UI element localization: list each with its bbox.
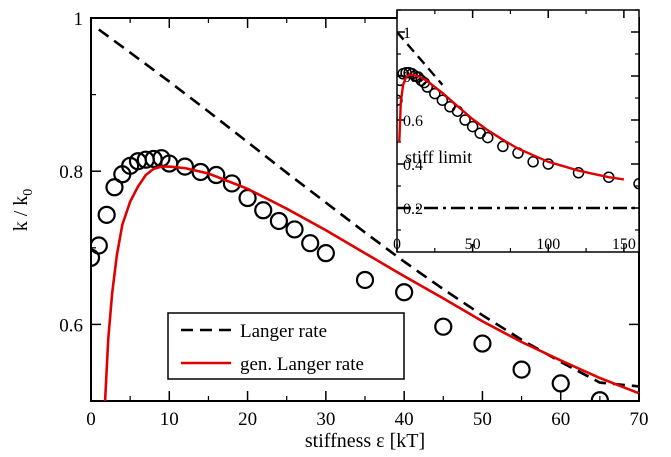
main-x-tick-label: 30 [316,409,335,430]
main-x-tick-label: 10 [160,409,179,430]
inset-data-point [527,156,539,168]
main-y-tick-label: 0.8 [59,162,83,183]
inset-data-point [466,120,479,133]
y-axis-title-main: k / k [10,196,32,232]
y-axis-title-subscript: 0 [21,189,36,196]
main-data-point [207,165,226,185]
main-y-tick-label: 0.6 [59,315,83,336]
inset-y-tick-label: 0.2 [403,201,423,218]
main-x-tick-label: 60 [551,409,570,430]
inset-x-tick-label: 0 [393,236,401,253]
legend: Langer rate gen. Langer rate [167,312,405,380]
main-data-point [222,174,242,193]
legend-box [167,312,405,380]
main-x-tick-label: 40 [395,409,414,430]
inset-data-point [459,114,471,126]
x-axis-title: stiffness ε [kT] [305,430,425,452]
main-data-point [551,374,570,393]
legend-label-gen-langer: gen. Langer rate [240,354,364,375]
inset-y-tick-label: 0.4 [403,157,423,174]
main-data-point [254,201,273,220]
inset-data-point [633,178,639,190]
main-gen-langer-rate-line [103,165,639,401]
inset-data-point [429,87,441,100]
inset-data-point [497,140,509,153]
main-data-point [97,205,116,224]
main-data-point [512,360,531,379]
legend-label-langer: Langer rate [240,321,327,342]
main-data-point [105,178,124,197]
main-data-point [590,391,609,401]
main-data-point [301,234,320,253]
inset-gen-langer-rate-line [398,73,625,181]
inset-y-tick-label: 0.6 [403,113,423,130]
main-data-point [269,211,288,231]
main-x-tick-label: 70 [630,409,649,430]
main-data-point [91,248,101,267]
main-data-point [395,283,414,302]
inset-plot-frame [396,9,640,253]
inset-data-point [406,68,418,80]
main-x-tick-label: 20 [238,409,257,430]
inset-x-tick-label: 100 [536,236,560,253]
main-data-point [91,236,108,255]
inset-x-tick-label: 50 [465,236,481,253]
main-data-point [355,270,375,290]
main-x-tick-label: 50 [473,409,492,430]
main-data-point [316,244,335,263]
inset-langer-rate-line [397,31,444,86]
main-y-tick-label: 1 [74,9,84,30]
inset-series [397,31,639,210]
inset-data-point [482,131,494,144]
inset-x-tick-label: 150 [612,236,636,253]
main-series [91,28,639,401]
main-x-tick-label: 0 [86,409,96,430]
main-data-point [285,220,304,239]
svg-text:k / k0: k / k0 [10,189,36,232]
main-data-point [434,317,453,336]
main-data-point [473,334,492,353]
inset-data-point [436,94,449,106]
inset-annotation-stiff-limit: stiff limit [405,147,472,167]
inset-y-tick-label: 1 [403,25,411,42]
y-axis-title: k / k0 [10,189,36,232]
main-ticks: 0 10 20 30 40 50 60 700.60.81 [59,9,648,430]
